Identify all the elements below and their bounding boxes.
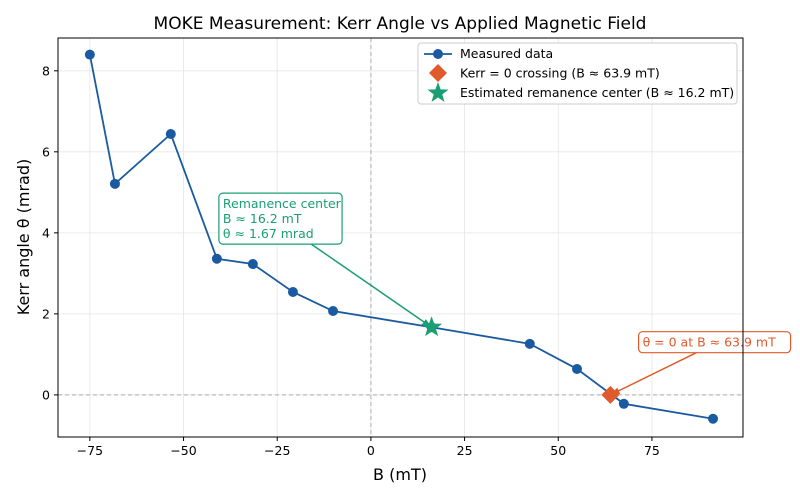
data-point [708, 413, 719, 424]
legend-entry: Kerr = 0 crossing (B ≈ 63.9 mT) [460, 66, 660, 81]
annotation-arrowhead [610, 387, 621, 395]
x-tick-label: −75 [77, 443, 103, 458]
y-tick-label: 2 [42, 306, 50, 321]
data-point [165, 129, 176, 140]
data-point [618, 398, 629, 409]
annotation-text: θ ≈ 1.67 mrad [223, 226, 314, 241]
annotation-arrowhead [421, 319, 432, 328]
remanence-star-marker [421, 316, 443, 337]
x-tick-label: 25 [457, 443, 473, 458]
annotation-text: θ = 0 at B ≈ 63.9 mT [643, 335, 777, 350]
data-point [287, 286, 298, 297]
data-point [524, 338, 535, 349]
annotation-text: Remanence center [223, 196, 342, 211]
x-tick-label: 75 [644, 443, 660, 458]
y-tick-label: 4 [42, 225, 50, 240]
legend-entry: Measured data [460, 46, 553, 61]
annotation-text: B ≈ 16.2 mT [223, 211, 302, 226]
data-point [247, 259, 258, 270]
y-axis-label: Kerr angle θ (mrad) [14, 159, 33, 315]
data-point [571, 363, 582, 374]
legend-star-icon [427, 82, 449, 102]
legend-entry: Estimated remanence center (B ≈ 16.2 mT) [460, 85, 734, 100]
annotation-arrow [310, 243, 433, 328]
x-tick-label: 0 [367, 443, 375, 458]
x-axis-label: B (mT) [373, 465, 427, 484]
legend-box [417, 42, 738, 105]
x-tick-label: 50 [550, 443, 566, 458]
annotation-box [637, 331, 792, 354]
data-point [328, 306, 339, 317]
data-point [109, 178, 120, 189]
y-tick-label: 8 [42, 63, 50, 78]
chart-title: MOKE Measurement: Kerr Angle vs Applied … [154, 14, 647, 34]
annotation-arrow [610, 352, 697, 396]
y-tick-label: 6 [42, 144, 50, 159]
x-tick-label: −50 [170, 443, 196, 458]
data-point [211, 253, 222, 264]
legend-circle-icon [433, 49, 443, 59]
legend-diamond-icon [429, 64, 447, 82]
annotation-box [218, 192, 343, 245]
y-tick-label: 0 [42, 387, 50, 402]
data-point [84, 49, 95, 60]
x-tick-label: −25 [264, 443, 290, 458]
series-line [88, 54, 714, 420]
plot-frame [57, 37, 744, 438]
